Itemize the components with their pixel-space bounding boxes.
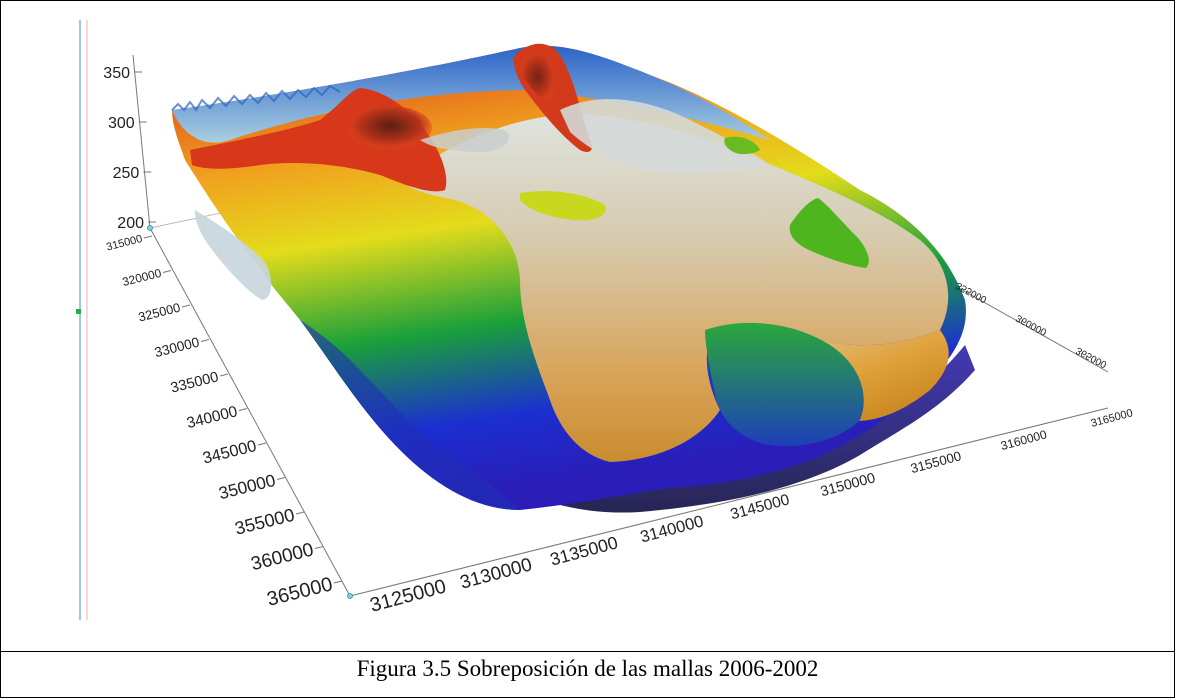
y-tick-label: 325000: [137, 300, 182, 325]
x-tick-label: 3160000: [999, 427, 1048, 453]
caption-divider: [0, 651, 1175, 652]
y-tick-mark: [257, 442, 267, 446]
y-tick-mark: [219, 373, 229, 377]
y-axis-line: [149, 227, 351, 597]
x-tick-label: 3150000: [819, 470, 877, 500]
y-tick-label: 350000: [217, 470, 278, 503]
z-tick-label: 300: [108, 115, 135, 132]
y-tick-label: 330000: [153, 334, 201, 360]
right-tick-label: 360000: [1014, 312, 1049, 338]
y-tick-mark: [333, 580, 343, 584]
handle-green[interactable]: [76, 309, 81, 314]
z-tick-label: 200: [117, 215, 144, 232]
z-tick-label: 250: [113, 165, 140, 182]
y-tick-label: 355000: [233, 505, 297, 539]
corner-handle-bottom[interactable]: [347, 593, 353, 599]
y-tick-mark: [238, 408, 248, 411]
z-axis-line: [132, 54, 151, 229]
y-tick-mark: [181, 304, 191, 308]
y-tick-label: 335000: [169, 369, 220, 396]
3d-surface-viewport[interactable]: 350 300 250 200: [0, 0, 1175, 651]
figure-caption: Figura 3.5 Sobreposición de las mallas 2…: [356, 656, 819, 681]
y-tick-mark: [200, 339, 210, 342]
right-tick-label: 365000: [1074, 344, 1109, 370]
y-tick-mark: [143, 235, 153, 239]
y-tick-mark: [162, 270, 172, 273]
x-tick-label: 3155000: [909, 448, 963, 476]
y-tick-label: 345000: [201, 437, 258, 468]
y-tick-label: 320000: [121, 266, 163, 289]
z-axis-ticks: 350 300 250 200: [103, 65, 156, 232]
surface-mesh: [171, 43, 975, 513]
y-tick-label: 365000: [265, 573, 335, 610]
x-tick-label: 3130000: [458, 554, 534, 593]
y-tick-label: 340000: [185, 403, 240, 432]
corner-handle-left[interactable]: [147, 225, 153, 231]
y-tick-mark: [314, 546, 324, 549]
surface-plot: 350 300 250 200: [76, 20, 1134, 620]
y-tick-mark: [295, 511, 305, 515]
y-tick-label: 315000: [105, 233, 144, 254]
y-tick-label: 360000: [249, 539, 316, 575]
z-tick-label: 350: [103, 65, 130, 82]
y-tick-mark: [276, 477, 286, 480]
x-axis-line: [349, 407, 1109, 597]
